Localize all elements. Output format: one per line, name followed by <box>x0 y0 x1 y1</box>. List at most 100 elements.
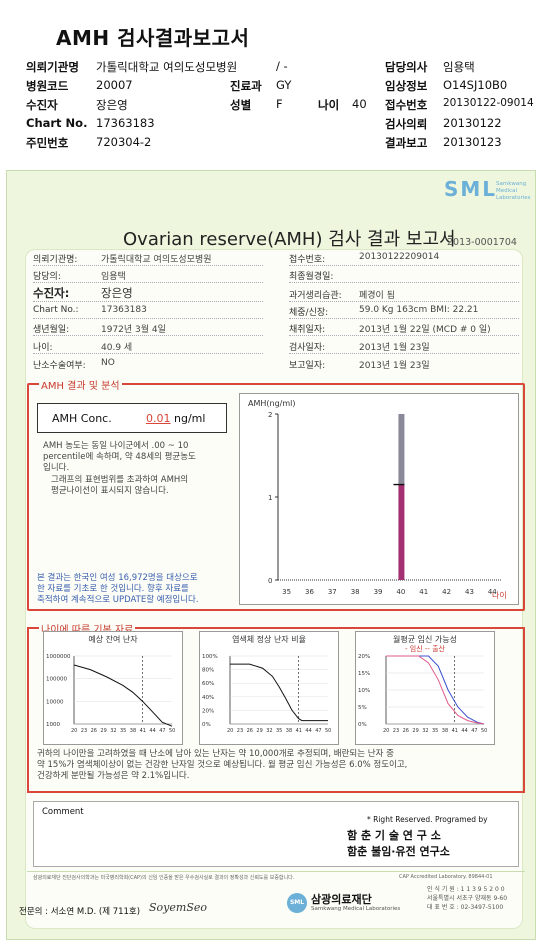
slash-mark: / - <box>276 59 288 73</box>
y-tick-label: 5% <box>358 705 367 711</box>
comment-label: Comment <box>42 807 84 817</box>
chart-title: 예상 잔여 난자 <box>88 635 138 644</box>
field-label: Chart No. <box>26 116 88 130</box>
info-value: 17363183 <box>101 305 147 315</box>
contact-line: 인 식 기 원 : 1 1 3 9 5 2 0 0 <box>427 886 505 893</box>
series-line <box>386 655 485 725</box>
amh-conc-value: 0.01 <box>146 412 171 425</box>
divider <box>33 335 263 336</box>
x-tick-label: 32 <box>110 728 116 734</box>
logo-sub-line: Samkwang <box>496 181 527 187</box>
info-label: 최종월경일: <box>289 272 334 282</box>
contact-line: 서울특별시 서초구 양재동 9-60 <box>427 895 508 902</box>
logo-sub-line: Laboratories <box>496 195 531 201</box>
info-value: 폐경이 됨 <box>359 291 395 301</box>
field-value: 가톨릭대학교 여의도성모병원 <box>96 60 238 74</box>
field-label: 주민번호 <box>26 136 69 150</box>
rights-reserved: * Right Reserved. Programed by <box>367 815 488 824</box>
info-value: 40.9 세 <box>101 343 133 353</box>
lab-name: 함 춘 기 술 연 구 소 <box>347 829 441 842</box>
info-value: 59.0 Kg 163cm BMI: 22.21 <box>359 305 479 315</box>
footer-divider <box>27 871 525 872</box>
age-label: 나이 <box>318 98 340 112</box>
bar <box>398 484 405 580</box>
field-value: 20130122-09014 <box>443 97 534 109</box>
para-line: 축적하여 계속적으로 UPDATE할 예정입니다. <box>37 595 199 605</box>
info-label: 보고일자: <box>289 361 326 371</box>
field-label: 검사의뢰 <box>385 117 428 131</box>
amh-percentile-text: AMH 농도는 동일 나이군에서 .00 ~ 10 percentile에 속하… <box>43 441 233 474</box>
info-label: 의뢰기관명: <box>33 255 78 265</box>
chart-title: 염색체 정상 난자 비율 <box>232 635 306 644</box>
sml-logo-subtitle: Samkwang Medical Laboratories <box>496 181 530 202</box>
divider <box>33 265 263 266</box>
foundation-logo-icon: SML <box>287 893 307 913</box>
series-line <box>230 663 328 722</box>
amh-section-title: AMH 결과 및 분석 <box>39 377 122 392</box>
mini-chart-svg: 20% 15% 10% 5% 0% 20 23 26 29 32 35 38 41 44 47 50 <box>358 654 487 734</box>
y-tick-label: 0% <box>202 722 211 728</box>
y-tick-label: 0 <box>268 577 272 585</box>
x-tick-label: 20 <box>383 728 389 734</box>
y-tick-label: 40% <box>202 695 214 701</box>
divider <box>289 301 519 302</box>
chart-ylabel: AMH(ng/ml) <box>248 399 296 408</box>
divider <box>33 318 263 319</box>
bar-upper <box>398 414 405 485</box>
x-tick-label: 44 <box>461 728 467 734</box>
y-tick-label: 20% <box>202 708 214 714</box>
para-line: 본 결과는 한국인 여성 16,972명을 대상으로 <box>37 573 198 583</box>
field-value: 20130123 <box>443 135 502 149</box>
divider <box>289 335 519 336</box>
signature: SoyemSeo <box>149 901 207 914</box>
dept-label: 진료과 <box>230 79 262 93</box>
chart-legend: - 임신 -- 출산 <box>404 645 445 653</box>
field-label: 수진자 <box>26 98 58 112</box>
x-tick-label: 20 <box>227 728 233 734</box>
foundation-name: 삼광의료재단 <box>311 893 372 906</box>
field-value: 20007 <box>96 78 133 92</box>
field-value: 장은영 <box>96 98 128 112</box>
para-line: percentile에 속하며, 약 48세의 평균농도 <box>43 452 196 462</box>
info-label: 검사일자: <box>289 343 326 353</box>
y-tick-label: 60% <box>202 681 214 687</box>
x-tick-label: 23 <box>237 728 243 734</box>
remaining-eggs-chart: 예상 잔여 난자 1000000 100000 10000 1000 20 23 26 29 3… <box>43 631 183 745</box>
x-tick-label: 32 <box>266 728 272 734</box>
info-value: NO <box>101 358 115 368</box>
x-tick-label: 23 <box>393 728 399 734</box>
report-number: 2013-0001704 <box>447 237 517 248</box>
series-line <box>73 664 173 727</box>
chart-plot: 0 1 2 35 36 37 38 39 40 41 42 43 44 <box>268 411 502 596</box>
x-tick-label: 50 <box>481 728 487 734</box>
x-tick-label: 26 <box>403 728 409 734</box>
para-line: 그래프의 표현범위를 초과하여 AMH의 <box>51 475 189 485</box>
info-label: 담당의: <box>33 272 61 282</box>
y-tick-label: 2 <box>268 411 272 419</box>
x-tick-label: 44 <box>305 728 311 734</box>
logo-sub-line: Medical <box>496 188 518 194</box>
lab-name: 함춘 불임·유전 연구소 <box>347 845 450 858</box>
sex-value: F <box>276 97 283 111</box>
sex-label: 성별 <box>230 98 252 112</box>
page-title: AMH 검사결과보고서 <box>56 26 250 50</box>
divider <box>289 318 519 319</box>
para-line: 입니다. <box>43 463 70 473</box>
x-tick-label: 39 <box>374 588 383 596</box>
x-tick-label: 41 <box>296 728 302 734</box>
amh-conc-box: AMH Conc. 0.01 ng/ml <box>37 403 227 433</box>
x-tick-label: 43 <box>465 588 474 596</box>
field-value: 임용택 <box>443 60 475 74</box>
x-tick-label: 47 <box>471 728 477 734</box>
divider <box>33 282 263 283</box>
x-tick-label: 23 <box>81 728 87 734</box>
field-value: 17363183 <box>96 116 155 130</box>
y-tick-label: 20% <box>358 654 370 660</box>
contact-line: 대 표 번 호 : 02-3497-5100 <box>427 904 504 911</box>
chart-xlabel: 나이 <box>492 590 507 600</box>
field-value: O14SJ10B0 <box>443 78 508 92</box>
patient-name-value: 장은영 <box>101 286 133 300</box>
footer-notes: 삼광의료재단 진단검사의학과는 미국병리학회(CAP)의 신임 인증을 받은 우… <box>33 875 295 881</box>
field-label: 결과보고 <box>385 136 428 150</box>
sml-logo: SML <box>444 177 498 201</box>
